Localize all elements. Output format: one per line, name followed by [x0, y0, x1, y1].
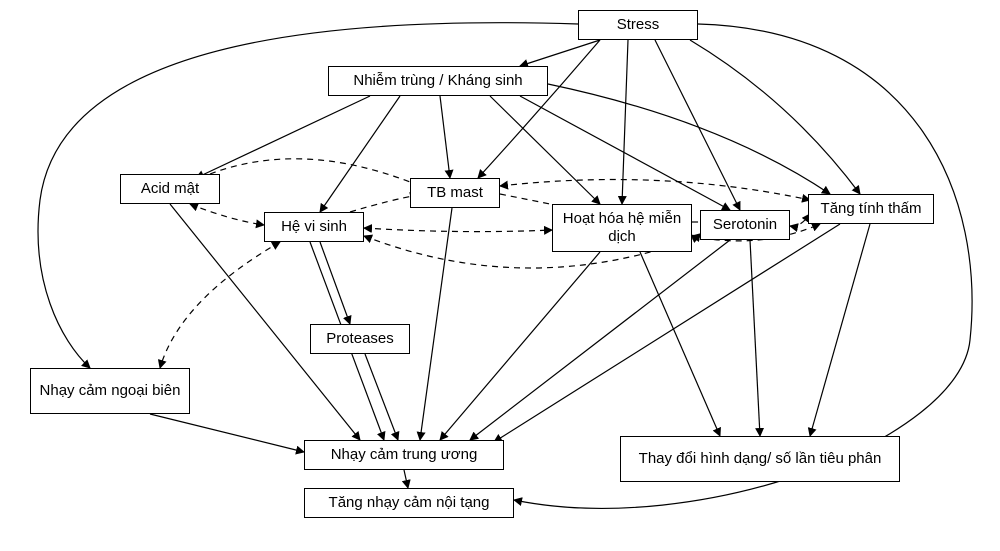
edge-microbiota-proteases — [320, 242, 350, 324]
node-infection: Nhiễm trùng / Kháng sinh — [328, 66, 548, 96]
node-peripheral: Nhạy cảm ngoại biên — [30, 368, 190, 414]
edge-perm-central — [494, 224, 840, 442]
edge-microbiota-immune — [364, 228, 552, 232]
node-mast: TB mast — [410, 178, 500, 208]
edge-acid-microbiota — [190, 204, 264, 225]
node-central: Nhạy cảm trung ương — [304, 440, 504, 470]
edge-infection-mast — [440, 96, 450, 178]
edge-mast-immune — [500, 194, 560, 206]
node-perm: Tăng tính thấm — [808, 194, 934, 224]
edge-central-visceral — [404, 470, 408, 488]
edge-stress-infection — [520, 40, 600, 66]
node-stress: Stress — [578, 10, 698, 40]
node-stool: Thay đổi hình dạng/ số lần tiêu phân — [620, 436, 900, 482]
edge-immune-stool — [640, 252, 720, 436]
edge-mast-central — [420, 208, 452, 440]
edge-serotonin-perm — [790, 214, 810, 226]
edge-microbiota-mast — [350, 195, 418, 212]
node-proteases: Proteases — [310, 324, 410, 354]
edge-infection-perm — [548, 84, 830, 194]
edge-serotonin-stool — [750, 240, 760, 436]
edge-stress-mast — [478, 40, 600, 178]
edge-infection-serotonin — [520, 96, 730, 210]
edge-infection-immune — [490, 96, 600, 204]
node-serotonin: Serotonin — [700, 210, 790, 240]
edge-infection-acid — [196, 96, 370, 178]
edge-infection-microbiota — [320, 96, 400, 212]
node-visceral: Tăng nhạy cảm nội tạng — [304, 488, 514, 518]
edge-stress-immune — [622, 40, 628, 204]
edge-stress-perm — [690, 40, 860, 194]
edge-serotonin-central — [470, 240, 730, 440]
edge-peripheral-central — [150, 414, 304, 452]
node-microbiota: Hệ vi sinh — [264, 212, 364, 242]
node-immune: Hoạt hóa hệ miễn dịch — [552, 204, 692, 252]
edge-stress-serotonin — [655, 40, 740, 210]
edge-microbiota-peripheral — [160, 242, 280, 368]
edge-perm-stool — [810, 224, 870, 436]
node-acid: Acid mật — [120, 174, 220, 204]
edge-acid-mast — [210, 159, 410, 182]
edge-mast-perm — [500, 180, 810, 200]
edge-immune-central — [440, 252, 600, 440]
edge-proteases-central — [365, 354, 398, 440]
